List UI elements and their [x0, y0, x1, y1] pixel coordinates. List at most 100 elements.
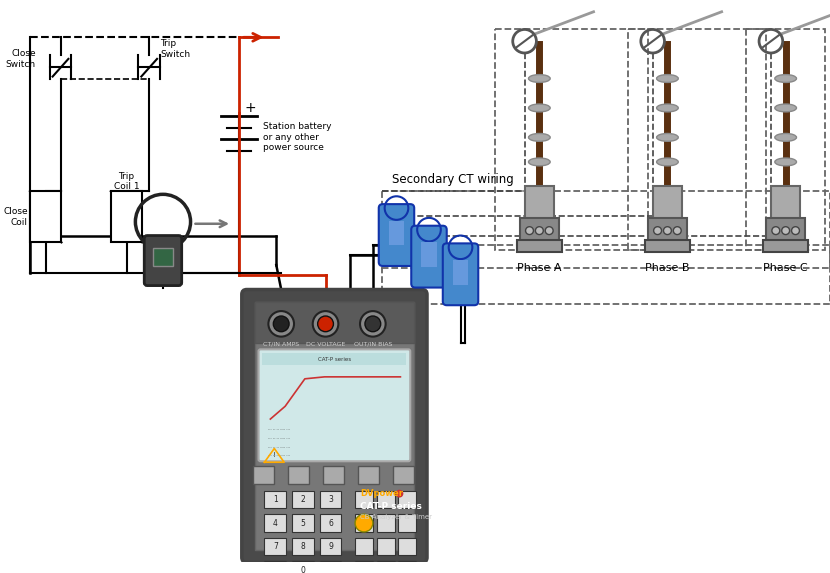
Bar [320, 562, 341, 573]
Text: Close
Switch: Close Switch [6, 49, 36, 69]
Bar [377, 562, 394, 573]
Text: 0: 0 [300, 566, 305, 573]
Bar [320, 490, 341, 508]
Bar [771, 186, 800, 221]
Text: --- -- -- ---- ---: --- -- -- ---- --- [268, 453, 290, 457]
Text: 7: 7 [273, 542, 278, 551]
Text: CB Analyzer & Timer: CB Analyzer & Timer [360, 514, 432, 520]
Bar [358, 466, 379, 484]
Bar [398, 538, 416, 555]
Text: 1: 1 [273, 495, 278, 504]
Bar [320, 538, 341, 555]
FancyBboxPatch shape [442, 244, 478, 305]
Text: --- -- -- ---- ---: --- -- -- ---- --- [268, 435, 290, 439]
Bar [292, 490, 314, 508]
Circle shape [525, 227, 534, 234]
Bar [495, 29, 647, 250]
Bar [398, 490, 416, 508]
Bar [262, 354, 407, 365]
Bar [520, 218, 559, 242]
Bar [746, 29, 825, 250]
Circle shape [663, 227, 671, 234]
Circle shape [396, 490, 403, 497]
FancyBboxPatch shape [258, 350, 410, 461]
Bar [265, 490, 286, 508]
Ellipse shape [529, 104, 550, 112]
Bar [382, 191, 830, 268]
Bar [628, 29, 766, 250]
Text: 3: 3 [328, 495, 333, 504]
Text: Phase B: Phase B [645, 263, 690, 273]
Circle shape [782, 227, 789, 234]
Text: Phase A: Phase A [517, 263, 562, 273]
Ellipse shape [529, 134, 550, 142]
Bar [525, 186, 554, 221]
Text: Close
Coil: Close Coil [3, 207, 28, 226]
Ellipse shape [775, 158, 797, 166]
Bar [355, 490, 373, 508]
Circle shape [772, 227, 779, 234]
Ellipse shape [529, 158, 550, 166]
Bar [355, 538, 373, 555]
Ellipse shape [529, 74, 550, 83]
Text: Trip
Switch: Trip Switch [160, 40, 190, 59]
Text: +: + [245, 101, 256, 115]
Text: --- -- -- ---- ---: --- -- -- ---- --- [268, 445, 290, 449]
Bar [763, 241, 808, 252]
Bar [355, 514, 373, 532]
Ellipse shape [657, 158, 678, 166]
Ellipse shape [775, 104, 797, 112]
Bar [323, 466, 344, 484]
Bar [255, 303, 414, 343]
Text: 5: 5 [300, 519, 305, 528]
Text: CAT-P series: CAT-P series [360, 503, 422, 512]
Bar [265, 514, 286, 532]
Text: OUT/IN BIAS: OUT/IN BIAS [354, 342, 392, 347]
Text: 6: 6 [328, 519, 333, 528]
Bar [377, 538, 394, 555]
Ellipse shape [657, 134, 678, 142]
Bar [255, 303, 414, 550]
Circle shape [360, 311, 386, 336]
Bar [421, 242, 437, 267]
FancyBboxPatch shape [242, 289, 427, 562]
Bar [398, 514, 416, 532]
Bar [265, 562, 286, 573]
Bar [292, 514, 314, 532]
Circle shape [535, 227, 544, 234]
Circle shape [792, 227, 799, 234]
Bar [382, 245, 830, 304]
Circle shape [273, 316, 289, 332]
Text: !: ! [273, 452, 276, 458]
Text: 4: 4 [273, 519, 278, 528]
Bar [292, 538, 314, 555]
Bar [652, 186, 682, 221]
Bar [377, 490, 394, 508]
Text: --- -- -- ---- ---: --- -- -- ---- --- [268, 427, 290, 431]
Bar [252, 466, 274, 484]
Circle shape [654, 227, 662, 234]
Text: CAT-P series: CAT-P series [318, 356, 351, 362]
Bar [30, 191, 61, 242]
Circle shape [318, 316, 334, 332]
Bar [377, 514, 394, 532]
Bar [355, 562, 373, 573]
FancyBboxPatch shape [411, 226, 447, 288]
Bar [153, 248, 173, 266]
Text: Secondary CT wiring: Secondary CT wiring [392, 174, 513, 186]
Bar [398, 562, 416, 573]
Bar [388, 221, 404, 245]
Text: DVpower: DVpower [360, 489, 403, 498]
Text: 9: 9 [328, 542, 333, 551]
Text: Trip
Coil 1: Trip Coil 1 [114, 172, 139, 191]
Circle shape [268, 311, 294, 336]
Ellipse shape [775, 134, 797, 142]
Ellipse shape [657, 104, 678, 112]
FancyBboxPatch shape [144, 236, 182, 285]
Circle shape [365, 316, 381, 332]
Circle shape [355, 514, 373, 532]
Bar [320, 514, 341, 532]
Bar [110, 191, 142, 242]
Text: Phase C: Phase C [764, 263, 808, 273]
Ellipse shape [657, 74, 678, 83]
